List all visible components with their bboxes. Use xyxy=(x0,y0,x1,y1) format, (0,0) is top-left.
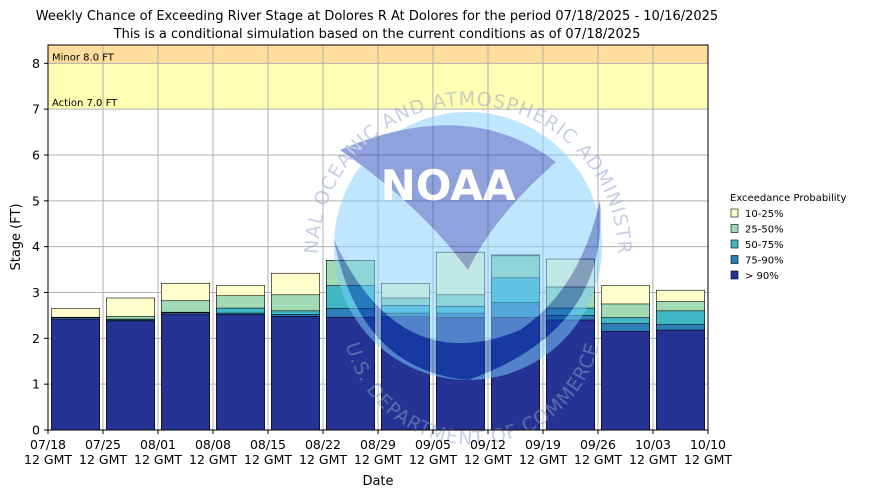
threshold-label-0: Minor 8.0 FT xyxy=(52,52,115,63)
x-tick-label-6: 08/29 12 GMT xyxy=(354,437,402,467)
y-tick-label-5: 5 xyxy=(32,193,40,208)
legend-swatch-3 xyxy=(730,255,739,264)
x-axis-label: Date xyxy=(362,474,393,489)
bar-stacks xyxy=(50,251,705,431)
legend-label-4: > 90% xyxy=(745,271,779,282)
legend-label-3: 75-90% xyxy=(745,256,784,267)
x-tick-label-12: 10/10 12 GMT xyxy=(684,437,732,467)
legend-label-2: 50-75% xyxy=(745,240,784,251)
chart-subtitle: This is a conditional simulation based o… xyxy=(113,27,641,42)
y-tick-label-4: 4 xyxy=(32,239,40,254)
x-tick-label-3: 08/08 12 GMT xyxy=(189,437,237,467)
x-tick-label-2: 08/01 12 GMT xyxy=(134,437,182,467)
bar-10-series-0 xyxy=(600,331,650,431)
x-tick-label-8: 09/12 12 GMT xyxy=(464,437,512,467)
legend-swatch-0 xyxy=(730,208,739,218)
y-tick-label-2: 2 xyxy=(32,331,40,346)
x-tick-label-0: 07/18 12 GMT xyxy=(24,437,72,467)
x-tick-label-1: 07/25 12 GMT xyxy=(79,437,127,467)
x-tick-label-9: 09/19 12 GMT xyxy=(519,437,567,467)
x-tick-label-4: 08/15 12 GMT xyxy=(244,437,292,467)
y-tick-label-7: 7 xyxy=(32,102,40,117)
legend-swatch-1 xyxy=(730,224,739,233)
legend-title: Exceedance Probability xyxy=(730,193,846,204)
y-tick-label-1: 1 xyxy=(32,377,40,392)
bar-2-series-0 xyxy=(161,313,211,431)
y-tick-label-8: 8 xyxy=(32,56,40,71)
legend: Exceedance Probability 10-25% 25-50% 50-75… xyxy=(730,193,846,282)
x-tick-label-11: 10/03 12 GMT xyxy=(629,437,677,467)
bar-4-series-0 xyxy=(270,316,320,431)
bar-3-series-0 xyxy=(216,314,266,431)
bar-5-series-0 xyxy=(325,316,375,431)
noaa-logo-text: NOAA xyxy=(381,161,516,210)
bar-0-series-0 xyxy=(50,318,101,431)
legend-label-1: 25-50% xyxy=(745,225,784,236)
y-tick-label-3: 3 xyxy=(32,285,40,300)
y-tick-label-0: 0 xyxy=(32,423,40,438)
y-tick-label-6: 6 xyxy=(32,148,40,163)
legend-swatch-4 xyxy=(730,270,739,280)
y-axis-label: Stage (FT) xyxy=(9,203,24,270)
bar-1-series-0 xyxy=(106,320,156,431)
x-tick-label-10: 09/26 12 GMT xyxy=(574,437,622,467)
threshold-label-1: Action 7.0 FT xyxy=(52,98,118,109)
threshold-labels: Minor 8.0 FT Action 7.0 FT xyxy=(52,52,118,109)
bar-11-series-0 xyxy=(655,329,705,431)
y-axis: 0 1 2 3 4 5 6 7 8 xyxy=(32,56,48,438)
legend-label-0: 10-25% xyxy=(745,209,784,220)
x-tick-label-7: 09/05 12 GMT xyxy=(409,437,457,467)
legend-swatch-2 xyxy=(730,239,739,249)
chart-title: Weekly Chance of Exceeding River Stage a… xyxy=(36,9,718,24)
noaa-gull-icon xyxy=(340,125,556,270)
x-tick-label-5: 08/22 12 GMT xyxy=(299,437,347,467)
noaa-wave-icon xyxy=(334,200,601,380)
